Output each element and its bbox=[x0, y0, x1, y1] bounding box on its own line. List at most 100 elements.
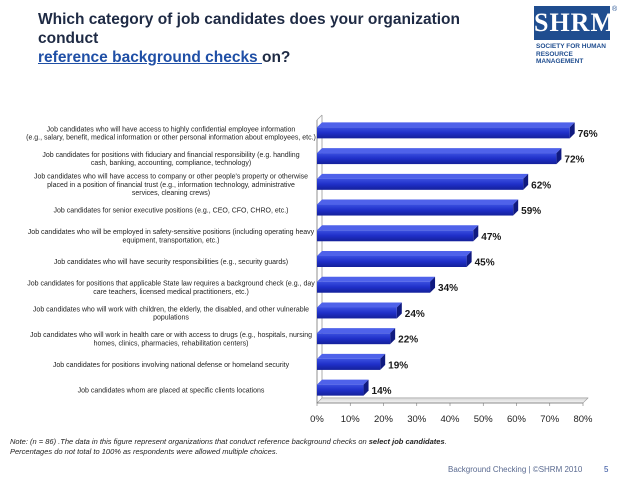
category-label: Job candidates for positions involving n… bbox=[53, 362, 290, 369]
bar-side-face bbox=[390, 328, 396, 345]
x-tick-label: 60% bbox=[507, 414, 527, 425]
category-label: Job candidates whom are placed at specif… bbox=[78, 388, 265, 395]
x-tick-label: 0% bbox=[310, 414, 324, 425]
category-label-line: Job candidates who will be employed in s… bbox=[28, 229, 315, 236]
x-tick-label: 70% bbox=[540, 414, 560, 425]
note-suffix: . Percentages do not total to 100% as re… bbox=[10, 437, 447, 456]
category-label-line: Job candidates for positions with fiduci… bbox=[42, 152, 299, 159]
bar bbox=[317, 307, 397, 319]
bar bbox=[317, 358, 381, 370]
bar-top-face bbox=[317, 251, 472, 256]
bar bbox=[317, 127, 570, 139]
bar bbox=[317, 281, 431, 293]
category-label-line: care teachers, licensed medical practiti… bbox=[93, 289, 249, 296]
category-label-line: Job candidates who will work with childr… bbox=[33, 306, 309, 313]
category-label-line: populations bbox=[153, 315, 189, 322]
footer-text: Background Checking | ©SHRM 2010 bbox=[448, 465, 583, 474]
x-tick-label: 40% bbox=[440, 414, 460, 425]
bar-value-label: 45% bbox=[475, 258, 495, 269]
bar-side-face bbox=[556, 148, 562, 165]
category-label-line: (e.g., salary, benefit, medical informat… bbox=[26, 134, 316, 141]
bar-top-face bbox=[317, 122, 575, 128]
x-tick-label: 50% bbox=[474, 414, 494, 425]
bar-value-label: 14% bbox=[372, 386, 392, 397]
bar-top-face bbox=[317, 379, 369, 385]
category-label-line: Job candidates for positions that applic… bbox=[27, 281, 315, 288]
bar-value-label: 19% bbox=[388, 360, 408, 371]
bar-top-face bbox=[317, 328, 396, 334]
title-link[interactable]: reference background checks bbox=[38, 49, 262, 66]
category-label-line: equipment, transportation, etc.) bbox=[123, 237, 220, 244]
category-label: Job candidates who will have access to h… bbox=[26, 126, 316, 141]
bar-side-face bbox=[363, 379, 369, 396]
category-label-line: Job candidates who will have security re… bbox=[54, 259, 288, 266]
category-label: Job candidates who will be employed in s… bbox=[28, 229, 315, 244]
chart-x-axis: 0% 10% 20% 30% 40% 50% 60% 70% 80% bbox=[310, 403, 593, 425]
bar bbox=[317, 178, 524, 190]
bar-top-face bbox=[317, 225, 479, 231]
category-label: Job candidates who will work in health c… bbox=[30, 332, 312, 347]
logo-subtitle: SOCIETY FOR HUMAN RESOURCE MANAGEMENT bbox=[536, 43, 606, 65]
chart-note: Note: (n = 86) .The data in this figure … bbox=[10, 437, 480, 457]
bar-value-label: 72% bbox=[564, 155, 584, 166]
bar-top-face bbox=[317, 302, 402, 308]
bar-top-face bbox=[317, 148, 562, 154]
bar-chart: 76% 72% 62% 59% 47% 45% 34% 24% 22% 19% 14% Job ca… bbox=[26, 114, 598, 425]
y-axis-depth-line bbox=[316, 114, 323, 121]
note-prefix: Note: (n = 86) .The data in this figure … bbox=[10, 437, 369, 446]
title-end: on? bbox=[262, 49, 291, 66]
bar-side-face bbox=[473, 225, 479, 242]
bar-value-label: 34% bbox=[438, 283, 458, 294]
bar-top-face bbox=[317, 353, 386, 359]
bar-top-face bbox=[317, 276, 436, 282]
category-label-line: Job candidates who will have access to c… bbox=[34, 174, 308, 181]
x-tick-label: 10% bbox=[341, 414, 361, 425]
bar-side-face bbox=[430, 276, 436, 293]
category-label-line: homes, clinics, pharmacies, rehabilitati… bbox=[94, 340, 249, 347]
x-tick-label: 80% bbox=[573, 414, 593, 425]
category-label: Job candidates who will work with childr… bbox=[33, 306, 309, 321]
bar-value-label: 22% bbox=[398, 335, 418, 346]
bar-value-label: 76% bbox=[578, 129, 598, 140]
category-label: Job candidates for positions that applic… bbox=[27, 281, 315, 296]
note-emphasis: select job candidates bbox=[368, 437, 445, 446]
category-label: Job candidates who will have access to c… bbox=[34, 174, 308, 197]
bar bbox=[317, 204, 514, 216]
bar-side-face bbox=[569, 122, 575, 139]
category-label-line: services, cleaning crews) bbox=[132, 190, 210, 197]
bar-value-label: 62% bbox=[531, 180, 551, 191]
category-label: Job candidates for positions with fiduci… bbox=[42, 152, 299, 167]
logo-wordmark: SHRM bbox=[534, 6, 615, 40]
chart-category-labels: Job candidates who will have access to h… bbox=[26, 126, 316, 394]
bar bbox=[317, 256, 467, 267]
bar-value-label: 47% bbox=[481, 232, 501, 243]
bar-top-face bbox=[317, 173, 529, 179]
bar-side-face bbox=[396, 302, 402, 319]
bar-side-face bbox=[380, 353, 386, 370]
bar-value-label: 24% bbox=[405, 309, 425, 320]
category-label-line: Job candidates who will work in health c… bbox=[30, 332, 312, 339]
bar-value-label: 59% bbox=[521, 206, 541, 217]
category-label-line: cash, banking, accounting, compliance, t… bbox=[91, 160, 251, 167]
bar-side-face bbox=[523, 173, 529, 190]
title-line1: Which category of job candidates does yo… bbox=[38, 11, 460, 47]
bar bbox=[317, 230, 474, 242]
chart-floor bbox=[316, 397, 589, 404]
category-label-line: Job candidates for senior executive posi… bbox=[54, 208, 289, 215]
category-label-line: Job candidates who will have access to h… bbox=[47, 126, 296, 133]
slide-title: Which category of job candidates does yo… bbox=[38, 10, 508, 67]
bar bbox=[317, 153, 557, 165]
shrm-logo: SHRM ® SOCIETY FOR HUMAN RESOURCE MANAGE… bbox=[534, 6, 617, 68]
bar-top-face bbox=[317, 199, 519, 205]
category-label-line: Job candidates whom are placed at specif… bbox=[78, 388, 265, 395]
chart-bars: 76% 72% 62% 59% 47% 45% 34% 24% 22% 19% 14% bbox=[317, 122, 598, 397]
x-tick-label: 20% bbox=[374, 414, 394, 425]
x-tick-label: 30% bbox=[407, 414, 427, 425]
bar-side-face bbox=[466, 251, 472, 267]
category-label-line: placed in a position of financial trust … bbox=[47, 182, 295, 189]
bar bbox=[317, 333, 391, 345]
bar bbox=[317, 384, 364, 396]
category-label: Job candidates for senior executive posi… bbox=[54, 208, 289, 215]
category-label-line: Job candidates for positions involving n… bbox=[53, 362, 290, 369]
category-label: Job candidates who will have security re… bbox=[54, 259, 288, 266]
